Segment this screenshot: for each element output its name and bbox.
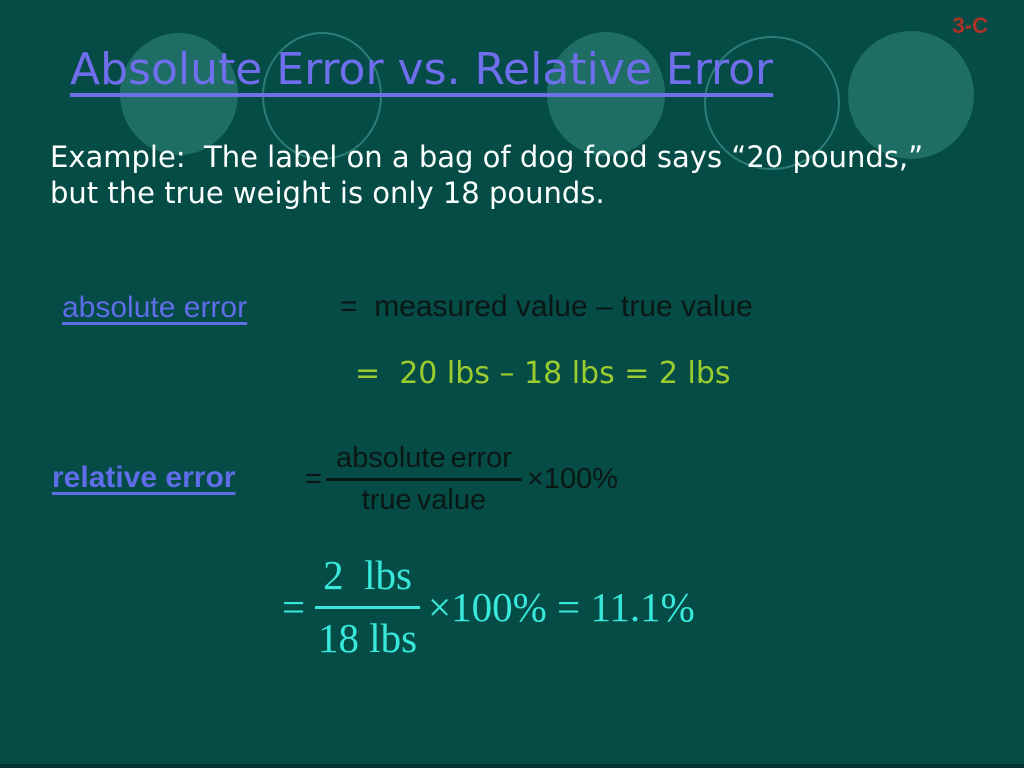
slide-bottom-edge <box>0 764 1024 768</box>
slide-number-badge: 3-C <box>952 13 988 38</box>
relative-error-result: = 2 lbs 18 lbs ×100% = 11.1% <box>282 551 695 662</box>
equals-sign: = <box>305 463 322 495</box>
decorative-circle-outline <box>262 32 382 160</box>
decorative-circle-filled <box>547 32 665 156</box>
slide-title: Absolute Error vs. Relative Error <box>70 44 774 95</box>
example-line-2: but the true weight is only 18 pounds. <box>50 176 605 210</box>
absolute-error-definition: = measured value – true value <box>340 290 753 323</box>
absolute-error-calculation: = 20 lbs – 18 lbs = 2 lbs <box>355 356 731 391</box>
fraction-numerator: absolute error <box>325 442 522 481</box>
formula-fraction: absolute error true value <box>325 442 522 517</box>
decorative-circle-outline <box>704 36 840 170</box>
result-value: ×100% = 11.1% <box>427 583 695 630</box>
fraction-denominator: true value <box>361 484 487 516</box>
relative-error-formula: = absolute error true value ×100% <box>305 442 618 517</box>
times-100-percent-label: ×100% <box>526 463 618 495</box>
result-denominator: 18 lbs <box>318 615 418 661</box>
decorative-circle-filled <box>848 31 974 159</box>
equals-sign: = <box>282 583 306 630</box>
example-line-1: Example: The label on a bag of dog food … <box>50 140 924 174</box>
absolute-error-link[interactable]: absolute error <box>62 291 248 324</box>
decorative-circle-filled <box>120 33 238 155</box>
result-numerator: 2 lbs <box>315 551 420 609</box>
result-fraction: 2 lbs 18 lbs <box>315 551 420 662</box>
example-paragraph: Example: The label on a bag of dog food … <box>50 139 923 211</box>
relative-error-link[interactable]: relative error <box>52 461 236 494</box>
